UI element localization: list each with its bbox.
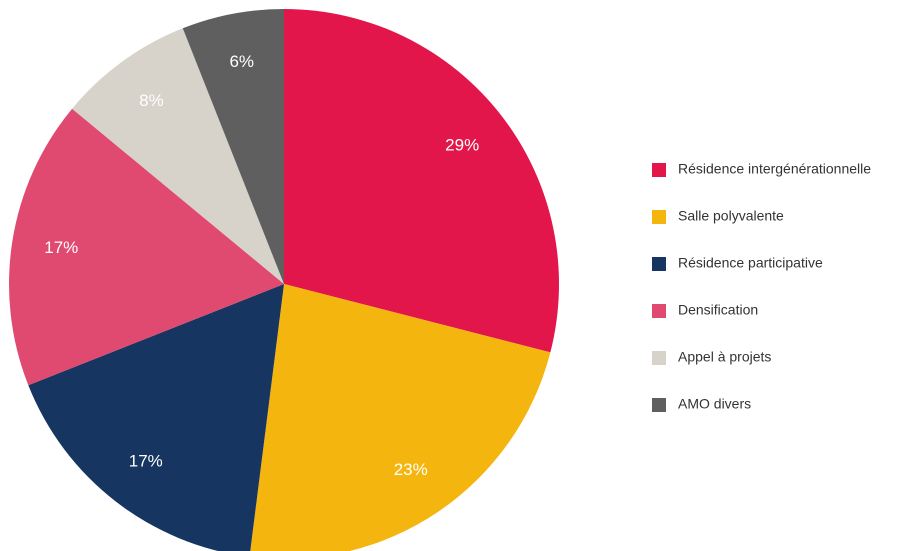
slice-label: 17% [44,238,78,257]
legend-swatch [652,210,666,224]
pie-slice [284,9,559,353]
pie-slice [182,9,284,284]
legend-label: AMO divers [678,396,751,412]
pie-slice [72,28,284,285]
pie-slice [250,284,551,551]
legend-swatch [652,351,666,365]
legend-swatch [652,398,666,412]
legend-label: Salle polyvalente [678,208,784,224]
legend-label: Densification [678,302,758,318]
legend-label: Résidence participative [678,255,823,271]
slice-label: 17% [129,452,163,471]
slice-label: 8% [139,91,164,110]
slice-label: 29% [445,135,479,154]
legend-swatch [652,304,666,318]
slice-label: 23% [394,460,428,479]
pie-slice [8,108,284,386]
legend-label: Résidence intergénérationnelle [678,161,871,177]
legend-swatch [652,163,666,177]
slice-label: 6% [229,52,254,71]
legend-label: Appel à projets [678,349,771,365]
legend-swatch [652,257,666,271]
pie-slice [28,284,284,551]
